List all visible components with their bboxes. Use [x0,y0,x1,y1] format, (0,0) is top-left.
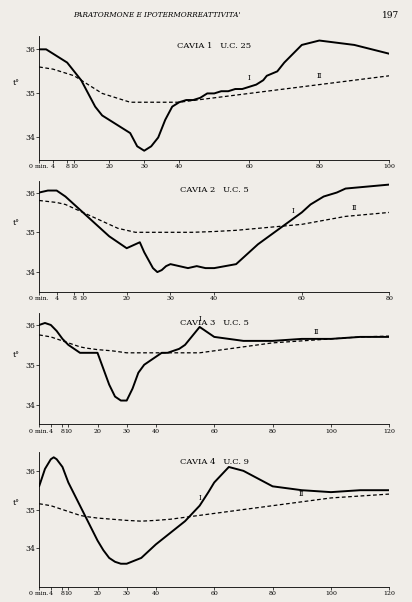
Text: CAVIA 3   U.C. 5: CAVIA 3 U.C. 5 [180,318,249,327]
Text: I: I [292,207,295,215]
Text: I: I [198,315,201,323]
Text: I: I [198,494,201,502]
Text: t°: t° [13,499,20,507]
Text: CAVIA 2   U.C. 5: CAVIA 2 U.C. 5 [180,186,248,194]
Text: II: II [316,72,322,80]
Text: 197: 197 [382,11,400,20]
Text: CAVIA 4   U.C. 9: CAVIA 4 U.C. 9 [180,458,249,467]
Text: t°: t° [13,352,20,359]
Text: PARATORMONE E IPOTERMORREATTIVITA': PARATORMONE E IPOTERMORREATTIVITA' [73,11,240,19]
Text: II: II [351,203,357,212]
Text: CAVIA 1   U.C. 25: CAVIA 1 U.C. 25 [177,42,251,51]
Text: II: II [299,490,304,498]
Text: II: II [314,328,319,336]
Text: I: I [248,75,250,82]
Text: t°: t° [13,219,20,227]
Text: t°: t° [13,79,20,87]
